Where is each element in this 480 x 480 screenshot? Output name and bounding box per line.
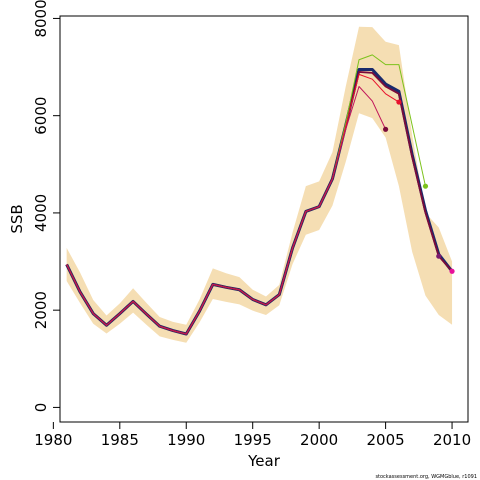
y-tick-label: 6000 bbox=[32, 97, 50, 135]
y-tick-label: 2000 bbox=[32, 291, 50, 329]
y-tick-label: 0 bbox=[32, 403, 50, 413]
endpoint-marker-3 bbox=[422, 183, 429, 189]
y-tick-label: 8000 bbox=[32, 0, 50, 38]
endpoint-marker-4 bbox=[436, 253, 442, 259]
endpoint-layer bbox=[383, 99, 455, 274]
x-tick-label: 2010 bbox=[433, 431, 471, 449]
y-axis: 0 2000 4000 6000 8000 bbox=[32, 0, 60, 412]
confidence-band-layer bbox=[66, 26, 453, 343]
confidence-band bbox=[66, 26, 453, 343]
x-tick-label: 1980 bbox=[34, 431, 72, 449]
x-tick-label: 2005 bbox=[367, 431, 405, 449]
y-tick-label: 4000 bbox=[32, 194, 50, 232]
x-tick-label: 1985 bbox=[101, 431, 139, 449]
y-axis-title: SSB bbox=[8, 204, 26, 233]
series-layer bbox=[65, 54, 454, 336]
x-tick-label: 2000 bbox=[300, 431, 338, 449]
x-tick-label: 1990 bbox=[167, 431, 205, 449]
series-line-5 bbox=[66, 86, 387, 335]
x-axis: 1980 1985 1990 1995 2000 2005 2010 bbox=[34, 422, 471, 449]
x-axis-title: Year bbox=[247, 452, 281, 470]
endpoint-marker-2 bbox=[396, 99, 402, 105]
endpoint-marker-1 bbox=[383, 126, 389, 132]
endpoint-marker-5 bbox=[449, 268, 455, 274]
x-tick-label: 1995 bbox=[234, 431, 272, 449]
plot-frame bbox=[59, 15, 469, 423]
credit-text: stockassessment.org, WGMGblue, r1091 bbox=[375, 474, 477, 480]
